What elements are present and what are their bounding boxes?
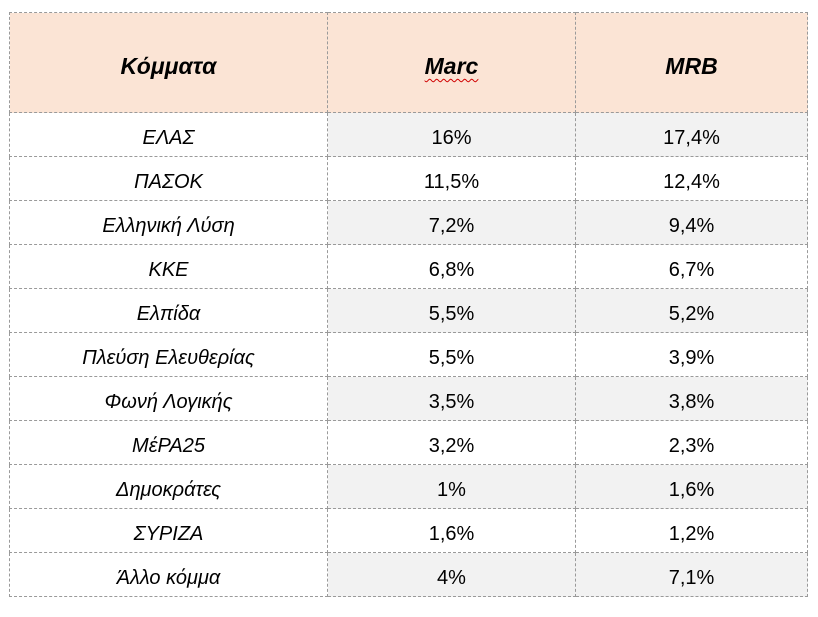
table-row: Πλεύση Ελευθερίας 5,5% 3,9% xyxy=(9,332,808,377)
value-cell: 1% xyxy=(327,464,576,509)
header-text: Marc xyxy=(424,53,479,79)
value-cell: 5,2% xyxy=(575,288,808,333)
party-cell: ΚΚΕ xyxy=(9,244,328,289)
value-cell: 6,7% xyxy=(575,244,808,289)
table-row: ΠΑΣΟΚ 11,5% 12,4% xyxy=(9,156,808,201)
poll-table: Κόμματα Marc MRB ΕΛΑΣ 16% 17,4% ΠΑΣΟΚ 11,5% 1… xyxy=(9,12,808,597)
header-cell: MRB xyxy=(575,12,808,113)
party-cell: Ελπίδα xyxy=(9,288,328,333)
table-row: ΣΥΡΙΖΑ 1,6% 1,2% xyxy=(9,508,808,553)
value-cell: 16% xyxy=(327,112,576,157)
value-cell: 1,6% xyxy=(327,508,576,553)
value-cell: 1,6% xyxy=(575,464,808,509)
table-row: Άλλο κόμμα 4% 7,1% xyxy=(9,552,808,597)
value-cell: 3,9% xyxy=(575,332,808,377)
table-row: ΚΚΕ 6,8% 6,7% xyxy=(9,244,808,289)
value-cell: 7,2% xyxy=(327,200,576,245)
party-cell: Δημοκράτες xyxy=(9,464,328,509)
party-cell: ΣΥΡΙΖΑ xyxy=(9,508,328,553)
table-row: ΕΛΑΣ 16% 17,4% xyxy=(9,112,808,157)
value-cell: 3,2% xyxy=(327,420,576,465)
value-cell: 5,5% xyxy=(327,332,576,377)
value-cell: 3,8% xyxy=(575,376,808,421)
value-cell: 17,4% xyxy=(575,112,808,157)
party-cell: Φωνή Λογικής xyxy=(9,376,328,421)
party-cell: Άλλο κόμμα xyxy=(9,552,328,597)
table-row: Δημοκράτες 1% 1,6% xyxy=(9,464,808,509)
party-cell: ΕΛΑΣ xyxy=(9,112,328,157)
table-header: Κόμματα Marc MRB xyxy=(9,12,808,113)
value-cell: 4% xyxy=(327,552,576,597)
header-row: Κόμματα Marc MRB xyxy=(9,12,808,113)
party-cell: ΜέΡΑ25 xyxy=(9,420,328,465)
value-cell: 2,3% xyxy=(575,420,808,465)
party-cell: Ελληνική Λύση xyxy=(9,200,328,245)
table-body: ΕΛΑΣ 16% 17,4% ΠΑΣΟΚ 11,5% 12,4% Ελληνική Λύση… xyxy=(9,112,808,597)
value-cell: 3,5% xyxy=(327,376,576,421)
value-cell: 7,1% xyxy=(575,552,808,597)
table-row: ΜέΡΑ25 3,2% 2,3% xyxy=(9,420,808,465)
table-row: Ελπίδα 5,5% 5,2% xyxy=(9,288,808,333)
party-cell: Πλεύση Ελευθερίας xyxy=(9,332,328,377)
value-cell: 1,2% xyxy=(575,508,808,553)
value-cell: 9,4% xyxy=(575,200,808,245)
header-cell: Marc xyxy=(327,12,576,113)
table-row: Ελληνική Λύση 7,2% 9,4% xyxy=(9,200,808,245)
value-cell: 11,5% xyxy=(327,156,576,201)
value-cell: 5,5% xyxy=(327,288,576,333)
value-cell: 6,8% xyxy=(327,244,576,289)
party-cell: ΠΑΣΟΚ xyxy=(9,156,328,201)
value-cell: 12,4% xyxy=(575,156,808,201)
header-cell: Κόμματα xyxy=(9,12,328,113)
table-row: Φωνή Λογικής 3,5% 3,8% xyxy=(9,376,808,421)
